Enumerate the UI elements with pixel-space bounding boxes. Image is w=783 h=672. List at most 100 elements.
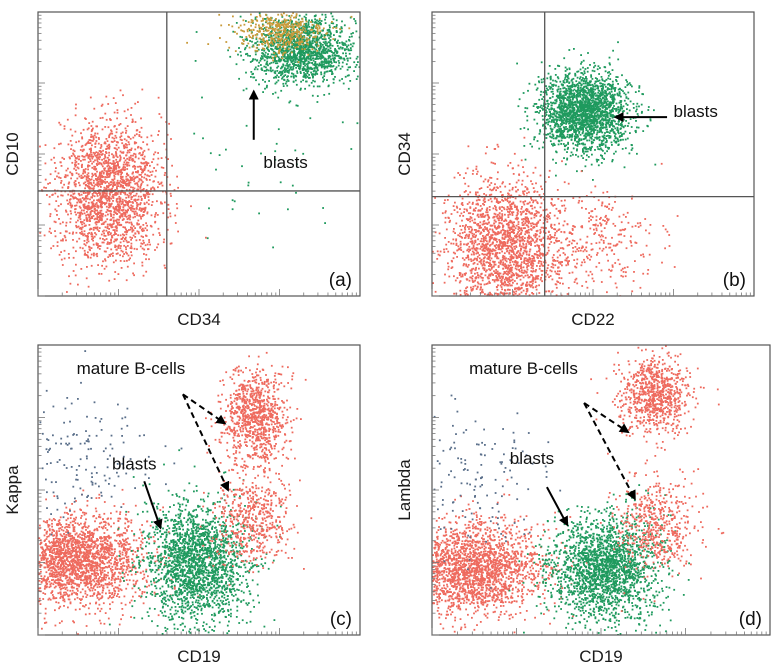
data-point: [554, 102, 557, 105]
data-point: [119, 154, 121, 157]
data-point: [131, 157, 134, 160]
data-point: [290, 60, 293, 63]
data-point: [270, 22, 273, 25]
data-point: [82, 128, 85, 131]
data-point: [70, 148, 72, 150]
data-point: [313, 54, 316, 56]
data-point: [328, 24, 331, 27]
data-point: [120, 151, 123, 154]
data-point: [116, 148, 118, 151]
data-point: [215, 168, 217, 171]
data-point: [133, 187, 136, 190]
data-point: [589, 123, 592, 125]
data-point: [231, 199, 234, 202]
data-point: [121, 142, 124, 145]
data-point: [620, 125, 623, 127]
data-point: [285, 14, 288, 17]
data-point: [567, 146, 569, 149]
data-point: [345, 40, 348, 43]
data-point: [579, 82, 582, 85]
data-point: [147, 203, 150, 206]
data-point: [99, 237, 102, 240]
data-point: [114, 147, 117, 150]
data-point: [585, 118, 588, 121]
data-point: [315, 45, 318, 48]
data-point: [292, 36, 294, 39]
data-point: [339, 35, 342, 38]
data-point: [54, 230, 56, 232]
data-point: [606, 83, 609, 86]
data-point: [134, 182, 137, 185]
data-point: [583, 103, 586, 105]
data-point: [298, 31, 301, 33]
data-point: [302, 51, 305, 54]
data-point: [316, 35, 319, 38]
data-point: [117, 273, 120, 275]
data-point: [295, 40, 298, 43]
data-point: [270, 38, 273, 41]
data-point: [281, 48, 284, 51]
data-point: [87, 179, 90, 182]
data-point: [104, 154, 106, 156]
data-point: [140, 207, 143, 210]
data-point: [139, 226, 141, 229]
data-point: [584, 118, 586, 121]
data-point: [567, 141, 569, 144]
data-point: [331, 21, 333, 23]
data-point: [288, 37, 291, 39]
data-point: [355, 78, 358, 80]
data-point: [564, 66, 567, 69]
data-point: [101, 230, 104, 233]
data-point: [84, 170, 86, 173]
data-point: [118, 211, 121, 214]
data-point: [130, 107, 133, 109]
data-point: [153, 187, 156, 190]
data-point: [309, 117, 312, 120]
data-point: [127, 141, 130, 143]
data-point: [306, 49, 309, 51]
data-point: [249, 40, 251, 42]
data-point: [100, 179, 103, 182]
scatter-points: [432, 41, 679, 296]
data-point: [44, 178, 47, 181]
data-point: [284, 69, 287, 72]
data-point: [140, 217, 142, 220]
data-point: [108, 210, 111, 212]
data-point: [330, 12, 333, 15]
data-point: [294, 40, 296, 43]
data-point: [332, 22, 335, 25]
data-point: [551, 128, 554, 131]
data-point: [252, 45, 255, 48]
data-point: [300, 58, 303, 61]
data-point: [338, 57, 341, 60]
data-point: [128, 151, 131, 154]
data-point: [82, 168, 85, 171]
data-point: [586, 91, 589, 94]
data-point: [569, 120, 571, 123]
data-point: [572, 142, 574, 145]
data-point: [300, 60, 302, 63]
data-point: [137, 188, 140, 191]
data-point: [269, 26, 272, 29]
data-point: [575, 127, 578, 130]
data-point: [93, 191, 95, 194]
data-point: [107, 126, 110, 129]
data-point: [132, 234, 135, 237]
data-point: [54, 178, 56, 180]
data-point: [593, 103, 596, 106]
data-point: [270, 37, 273, 40]
data-point: [92, 140, 94, 142]
data-point: [119, 234, 122, 237]
data-point: [344, 44, 347, 46]
data-point: [585, 127, 587, 129]
data-point: [101, 153, 103, 156]
data-point: [262, 17, 264, 20]
data-point: [116, 188, 118, 190]
data-point: [82, 203, 85, 206]
data-point: [114, 219, 117, 222]
data-point: [288, 63, 291, 66]
data-point: [122, 94, 124, 97]
data-point: [115, 164, 118, 167]
data-point: [84, 196, 87, 199]
data-point: [308, 53, 311, 56]
